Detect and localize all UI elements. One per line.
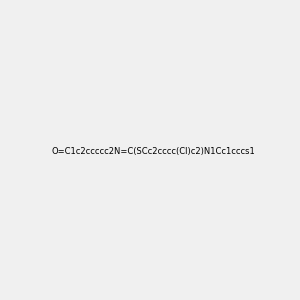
Text: O=C1c2ccccc2N=C(SCc2cccc(Cl)c2)N1Cc1cccs1: O=C1c2ccccc2N=C(SCc2cccc(Cl)c2)N1Cc1cccs… <box>52 147 256 156</box>
